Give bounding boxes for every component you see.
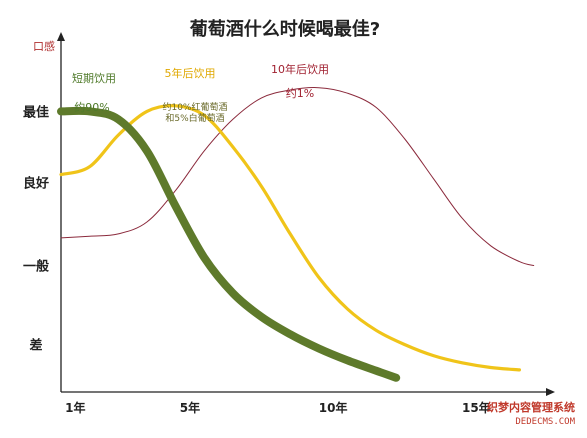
- series-note-label: 约90%: [74, 101, 109, 114]
- y-axis-arrow: [57, 32, 65, 41]
- y-tick-label: 良好: [23, 176, 49, 192]
- x-tick-label: 10年: [319, 400, 348, 415]
- series-note-label: 约10%红葡萄酒: [162, 101, 227, 113]
- series-note-label: 和5%白葡萄酒: [165, 112, 224, 124]
- watermark-line2: DEDECMS.COM: [515, 417, 575, 427]
- y-tick-label: 差: [29, 338, 42, 354]
- y-tick-label: 一般: [23, 259, 49, 275]
- series-name-label: 短期饮用: [72, 71, 116, 85]
- x-tick-label: 1年: [65, 400, 85, 415]
- x-ticks: 1年 5年 10年 15年: [65, 400, 491, 415]
- chart-title: 葡萄酒什么时候喝最佳?: [189, 18, 380, 40]
- series-short-term-line: [57, 106, 401, 382]
- x-tick-label: 5年: [180, 400, 200, 415]
- x-axis-arrow: [546, 388, 555, 396]
- y-tick-label: 最佳: [23, 104, 49, 120]
- series-10-year-line: [60, 87, 535, 266]
- x-tick-label: 15年: [462, 400, 491, 415]
- series-5-year-line: [59, 104, 521, 372]
- y-axis-label: 口感: [33, 40, 55, 53]
- series-name-label: 10年后饮用: [271, 62, 329, 76]
- watermark-line1: 织梦内容管理系统: [487, 400, 575, 414]
- series-name-label: 5年后饮用: [165, 66, 216, 80]
- series-lines: [57, 87, 535, 382]
- series-note-label: 约1%: [286, 87, 314, 100]
